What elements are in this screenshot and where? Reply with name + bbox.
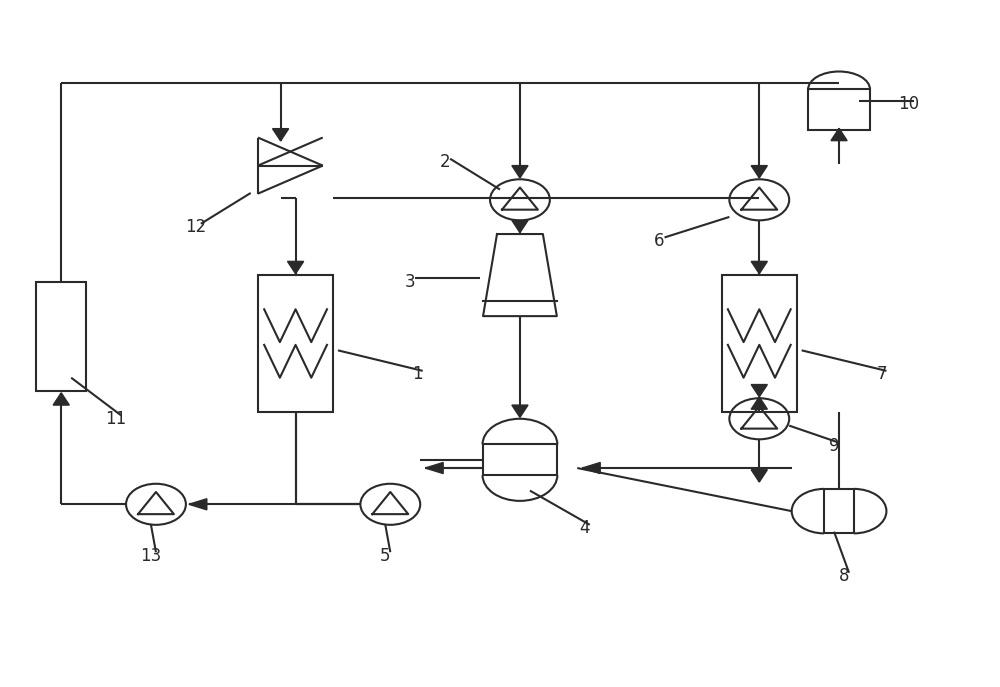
Polygon shape: [751, 385, 767, 397]
Text: 8: 8: [839, 567, 849, 585]
Polygon shape: [287, 261, 304, 273]
Polygon shape: [53, 393, 69, 405]
Text: 6: 6: [654, 232, 665, 250]
Polygon shape: [751, 470, 767, 482]
Text: 9: 9: [829, 437, 839, 455]
Bar: [36, 282, 86, 392]
Text: 4: 4: [580, 519, 590, 537]
Bar: [258, 275, 333, 412]
Text: 3: 3: [405, 273, 416, 291]
Text: 5: 5: [380, 547, 391, 565]
Bar: [824, 489, 854, 533]
Text: 11: 11: [105, 409, 127, 428]
Text: 12: 12: [185, 218, 206, 236]
Text: 7: 7: [876, 365, 887, 383]
Polygon shape: [751, 397, 767, 409]
Polygon shape: [831, 128, 847, 141]
Text: 1: 1: [412, 365, 423, 383]
Polygon shape: [273, 128, 289, 141]
Bar: [808, 89, 870, 130]
Polygon shape: [512, 166, 528, 178]
Text: 10: 10: [898, 95, 919, 113]
Polygon shape: [512, 221, 528, 233]
Bar: [483, 444, 557, 475]
Bar: [722, 275, 797, 412]
Polygon shape: [751, 261, 767, 273]
Text: 2: 2: [440, 153, 450, 171]
Polygon shape: [512, 405, 528, 418]
Polygon shape: [582, 462, 600, 473]
Text: 13: 13: [140, 547, 162, 565]
Polygon shape: [189, 499, 207, 510]
Polygon shape: [751, 166, 767, 178]
Polygon shape: [425, 462, 443, 473]
